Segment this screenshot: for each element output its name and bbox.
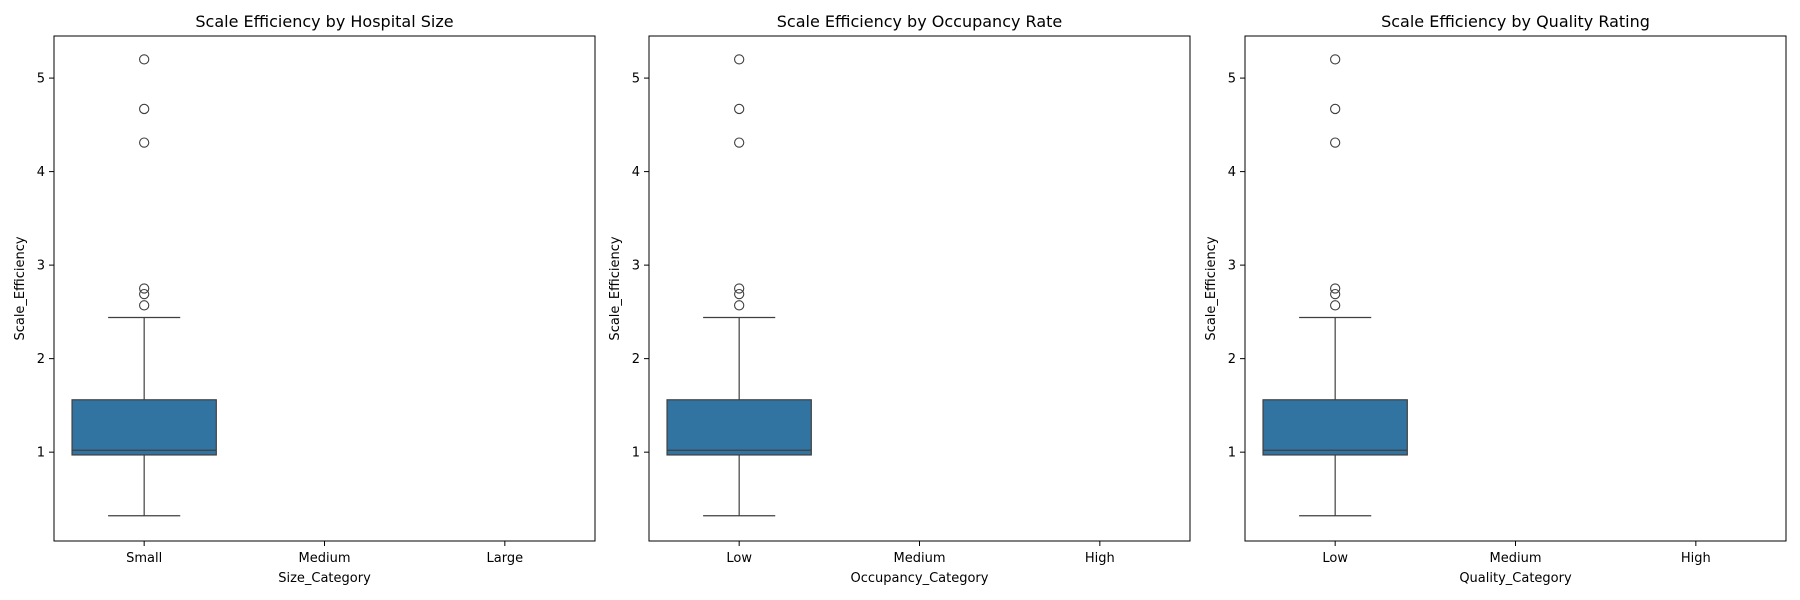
y-axis-label: Scale_Efficiency <box>13 236 28 340</box>
y-tick-label: 3 <box>37 259 45 274</box>
y-tick-label: 1 <box>1228 446 1236 461</box>
x-tick-label: Medium <box>1490 551 1542 566</box>
y-tick-label: 4 <box>1228 165 1236 180</box>
panel-1: Scale Efficiency by Hospital Size 1 2 3 4 5 Sm… <box>13 12 596 586</box>
x-tick-label: Low <box>1322 551 1348 566</box>
axes-frame <box>53 35 596 542</box>
outlier-point <box>734 103 745 115</box>
box-low <box>1262 54 1408 517</box>
outlier-point <box>734 300 745 311</box>
outlier-point <box>734 137 745 148</box>
y-axis-label: Scale_Efficiency <box>608 236 623 340</box>
outlier-point <box>139 54 150 65</box>
outlier-point <box>139 283 150 294</box>
x-tick-label: Large <box>487 551 524 566</box>
y-tick-label: 5 <box>1228 72 1236 87</box>
outlier-point <box>1330 137 1341 148</box>
x-tick-label: Medium <box>894 551 946 566</box>
box-low <box>666 54 812 517</box>
x-axis-label: Quality_Category <box>1459 571 1572 586</box>
outlier-point <box>734 54 745 65</box>
y-tick-label: 5 <box>632 72 640 87</box>
outlier-point <box>139 103 150 115</box>
y-tick-label: 3 <box>632 259 640 274</box>
box-small <box>71 54 217 517</box>
y-tick-label: 2 <box>1228 352 1236 367</box>
y-tick-label: 3 <box>1228 259 1236 274</box>
axes-frame <box>648 35 1191 542</box>
outlier-point <box>1330 288 1341 300</box>
x-axis-label: Occupancy_Category <box>851 571 989 586</box>
chart-title: Scale Efficiency by Hospital Size <box>195 12 453 31</box>
x-tick-label: Medium <box>299 551 351 566</box>
panel-2: Scale Efficiency by Occupancy Rate 1 2 3 4 5 L… <box>608 12 1191 586</box>
outlier-point <box>1330 283 1341 294</box>
y-axis-label: Scale_Efficiency <box>1204 236 1219 340</box>
x-tick-label: Low <box>726 551 752 566</box>
panel-3: Scale Efficiency by Quality Rating 1 2 3 4 5 L… <box>1204 12 1787 586</box>
y-tick-label: 1 <box>37 446 45 461</box>
outlier-point <box>139 137 150 148</box>
outlier-point <box>1330 300 1341 311</box>
outlier-point <box>139 288 150 300</box>
x-axis-label: Size_Category <box>278 571 371 586</box>
y-tick-label: 2 <box>37 352 45 367</box>
x-tick-label: Small <box>126 551 162 566</box>
outlier-point <box>1330 54 1341 65</box>
outlier-point <box>139 300 150 311</box>
y-tick-label: 2 <box>632 352 640 367</box>
chart-title: Scale Efficiency by Quality Rating <box>1381 12 1650 31</box>
y-tick-label: 1 <box>632 446 640 461</box>
chart-title: Scale Efficiency by Occupancy Rate <box>777 12 1062 31</box>
y-tick-label: 4 <box>37 165 45 180</box>
iqr-box <box>1262 399 1408 456</box>
iqr-box <box>71 399 217 456</box>
axes-frame <box>1244 35 1787 542</box>
outlier-point <box>734 283 745 294</box>
outlier-point <box>1330 103 1341 115</box>
y-tick-label: 5 <box>37 72 45 87</box>
x-tick-label: High <box>1085 551 1115 566</box>
y-tick-label: 4 <box>632 165 640 180</box>
outlier-point <box>734 288 745 300</box>
iqr-box <box>666 399 812 456</box>
x-tick-label: High <box>1681 551 1711 566</box>
